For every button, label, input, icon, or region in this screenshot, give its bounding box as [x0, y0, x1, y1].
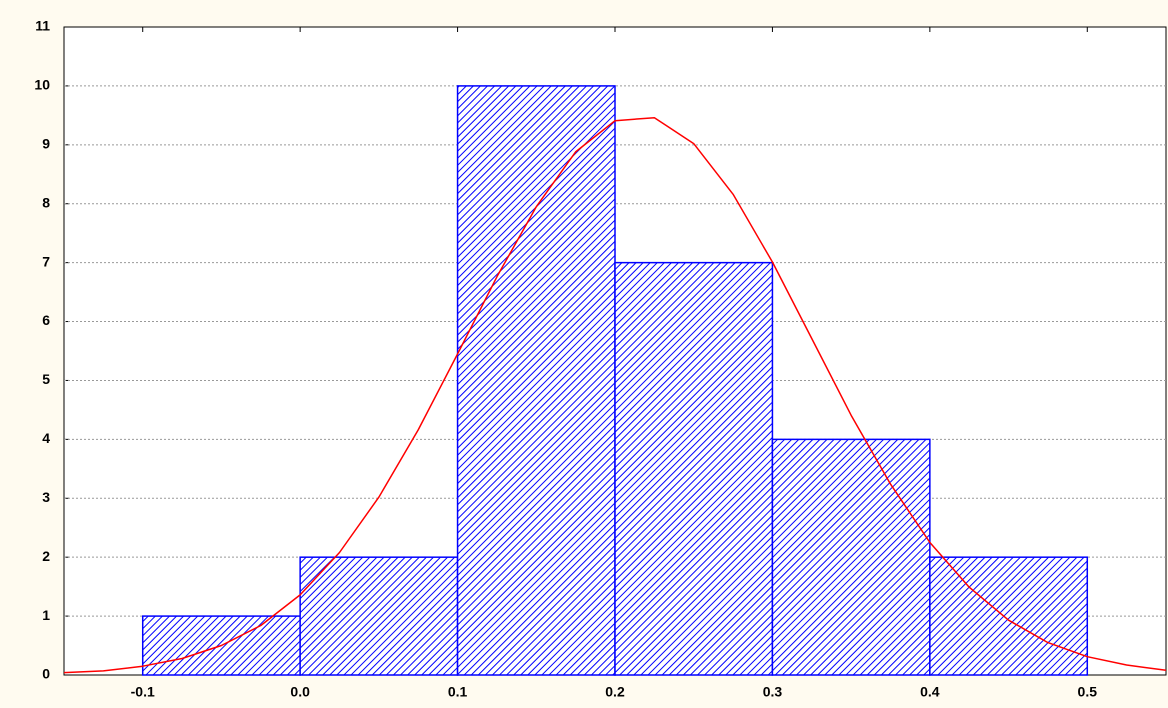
- bar: [614, 261, 774, 676]
- y-tick-label: 4: [42, 430, 50, 446]
- y-tick-label: 3: [42, 489, 50, 505]
- y-tick-label: 5: [42, 371, 50, 387]
- x-tick-label: 0.5: [1078, 684, 1098, 700]
- y-tick-label: 6: [42, 312, 50, 328]
- y-tick-label: 11: [35, 18, 50, 34]
- bar: [299, 556, 459, 676]
- y-tick-label: 9: [42, 136, 50, 152]
- bar: [929, 556, 1089, 676]
- y-tick-label: 8: [42, 194, 50, 210]
- x-tick-label: 0.4: [920, 684, 940, 700]
- fit-curve: [63, 116, 1167, 674]
- bar: [456, 85, 616, 676]
- y-tick-label: 10: [34, 77, 50, 93]
- y-tick-label: 0: [42, 666, 50, 682]
- y-tick-label: 1: [42, 607, 50, 623]
- x-tick-label: 0.2: [605, 684, 625, 700]
- y-tick-label: 7: [42, 253, 50, 269]
- x-tick-label: -0.1: [131, 684, 155, 700]
- x-tick-label: 0.1: [448, 684, 468, 700]
- x-tick-label: 0.0: [290, 684, 310, 700]
- y-tick-label: 2: [42, 548, 50, 564]
- bar: [141, 615, 301, 676]
- x-tick-label: 0.3: [763, 684, 783, 700]
- bar: [771, 438, 931, 676]
